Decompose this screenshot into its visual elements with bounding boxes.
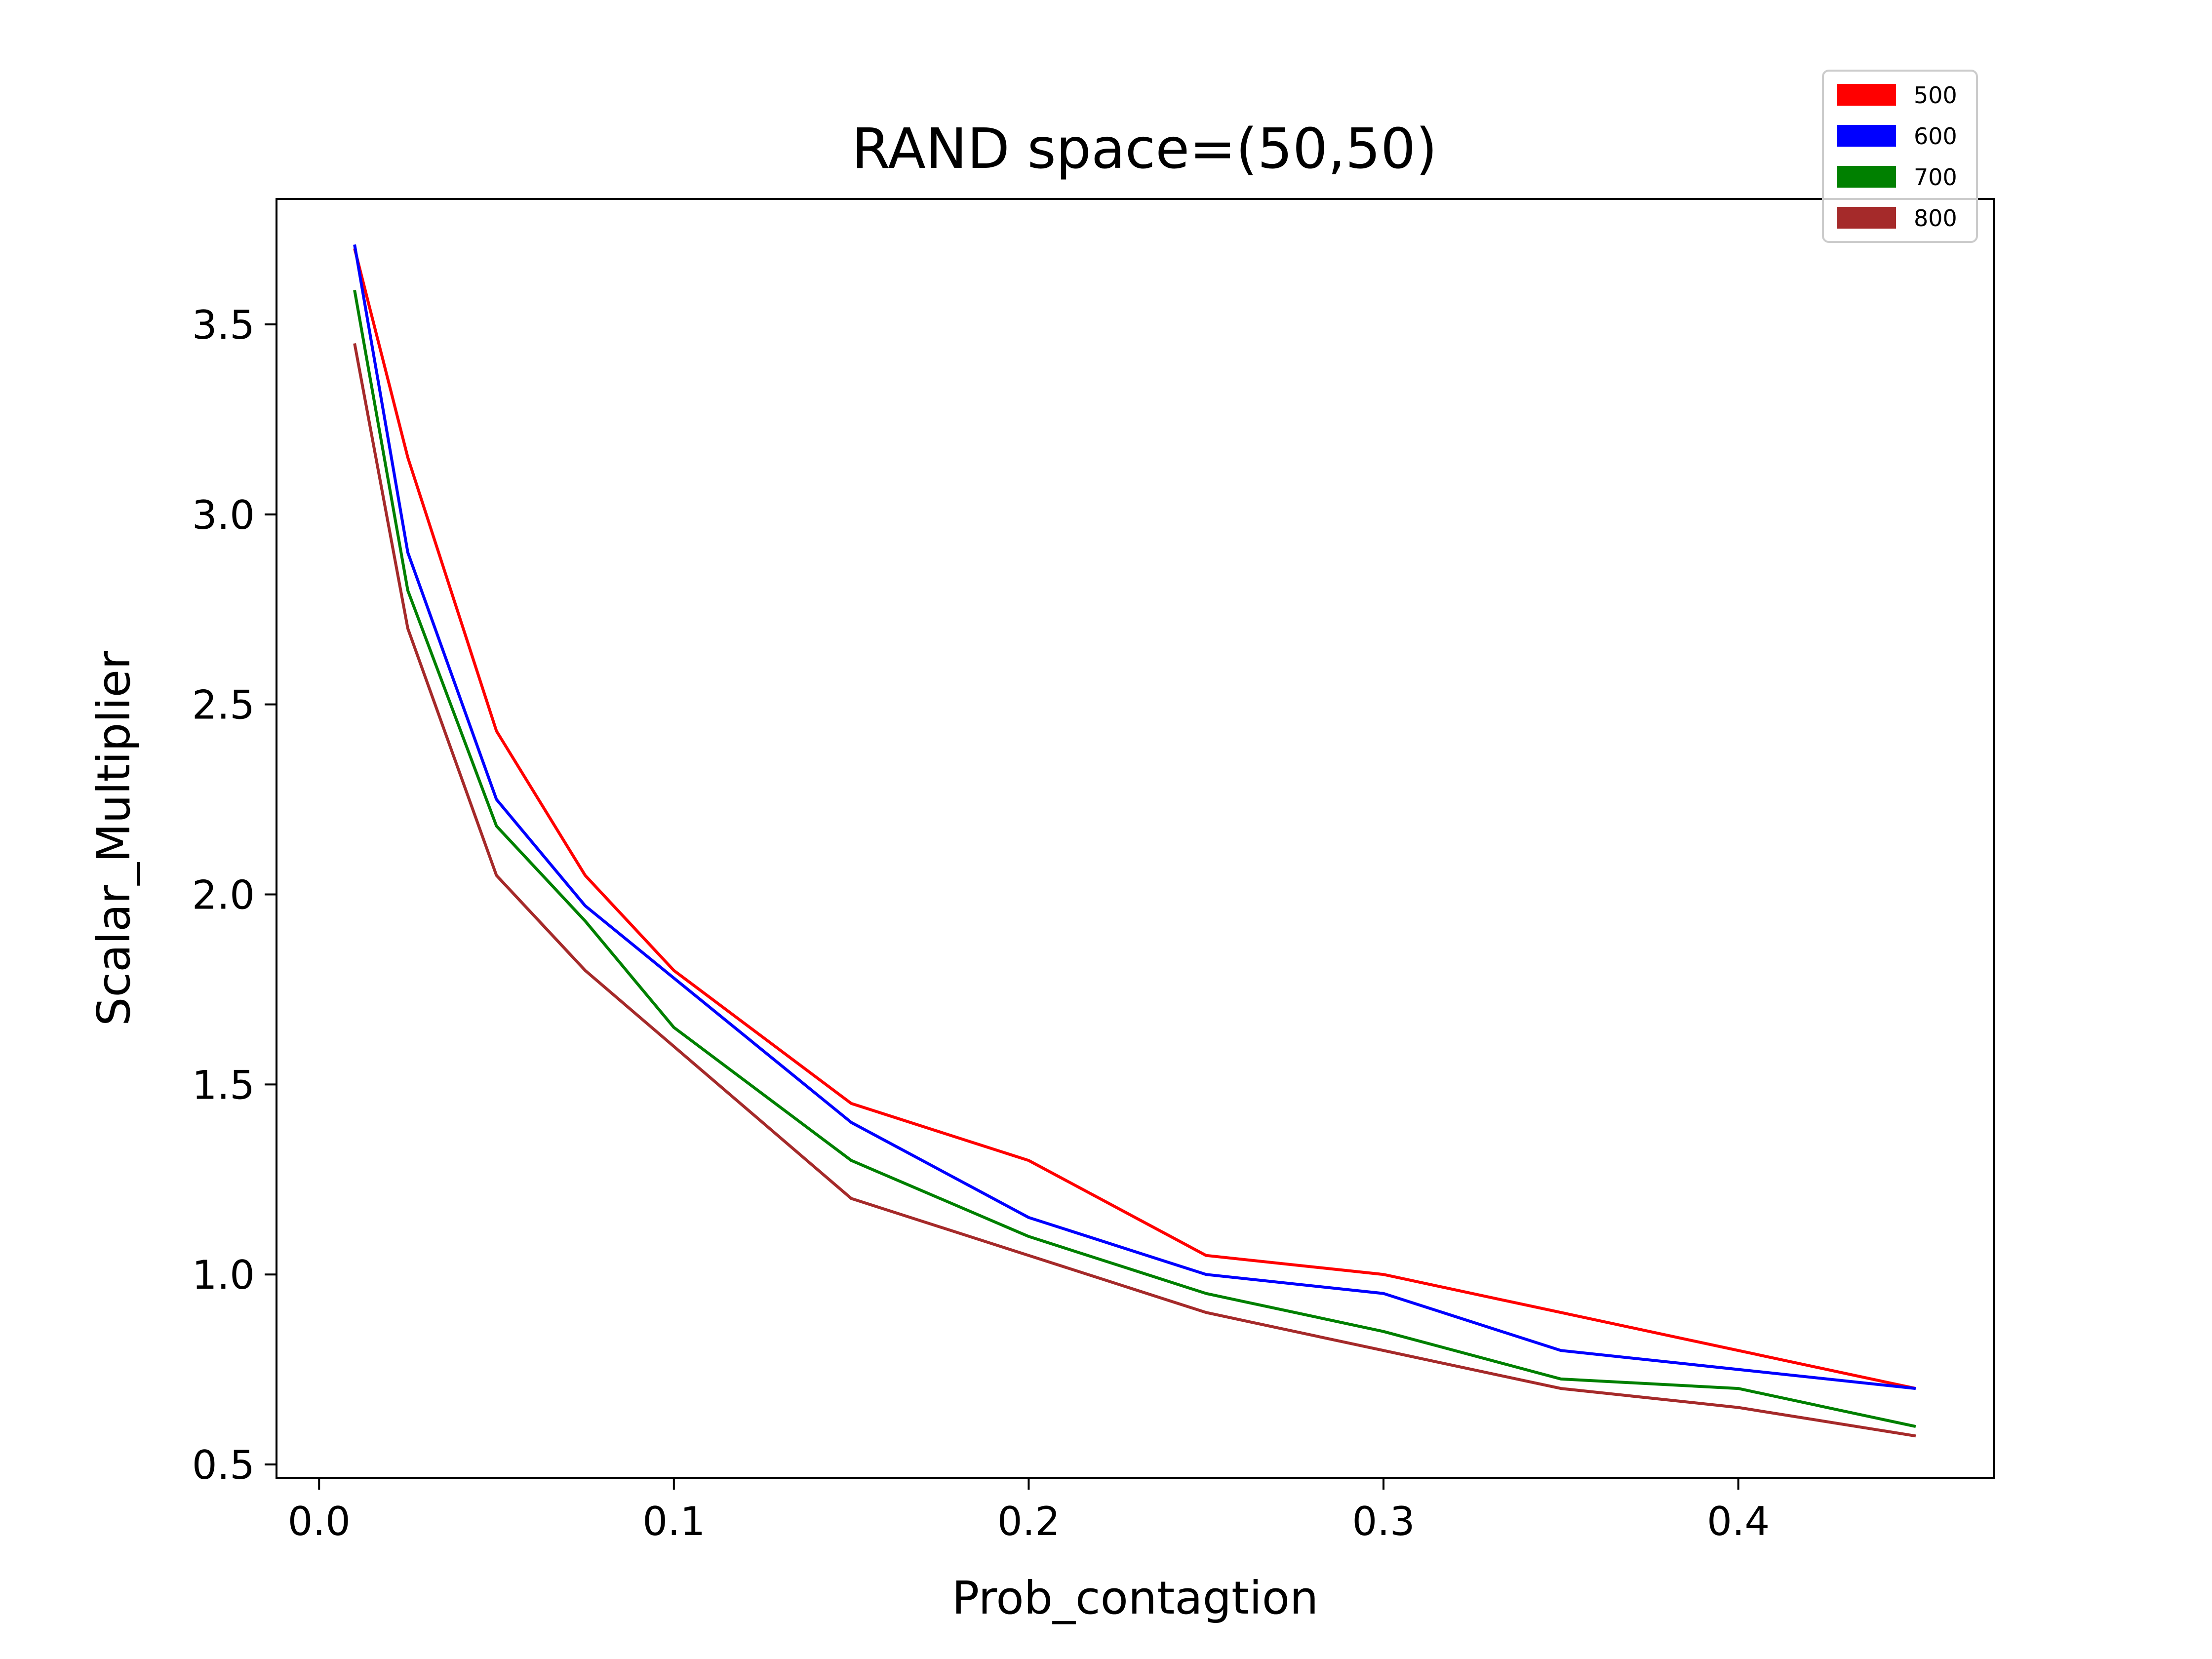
x-tick-label: 0.0	[288, 1499, 351, 1544]
legend-swatch-700	[1837, 166, 1896, 188]
y-tick-label: 1.0	[192, 1252, 255, 1298]
y-tick-label: 2.5	[192, 682, 255, 728]
legend-label-700: 700	[1914, 164, 1957, 191]
legend-label-500: 500	[1914, 82, 1957, 109]
legend-entries: 500 600 700 800	[1837, 82, 1957, 232]
legend-swatch-500	[1837, 84, 1896, 106]
legend-frame	[1822, 70, 1978, 243]
series-line-700	[353, 290, 1916, 1428]
legend: 500 600 700 800	[1822, 70, 1978, 243]
y-tick-label: 2.0	[192, 872, 255, 918]
legend-label-800: 800	[1914, 205, 1957, 232]
series-line-600	[353, 244, 1916, 1390]
legend-swatch-600	[1837, 125, 1896, 147]
series-line-800	[353, 343, 1916, 1438]
y-tick-label: 0.5	[192, 1442, 255, 1488]
x-axis-ticks: 0.0 0.1 0.2 0.3 0.4	[288, 1478, 1770, 1544]
series-layer	[353, 244, 1916, 1438]
x-axis-label: Prob_contagtion	[952, 1572, 1319, 1624]
x-tick-label: 0.1	[642, 1499, 705, 1544]
x-tick-label: 0.2	[997, 1499, 1060, 1544]
y-axis-label: Scalar_Multiplier	[87, 651, 140, 1026]
chart-title: RAND space=(50,50)	[852, 117, 1437, 181]
legend-label-600: 600	[1914, 123, 1957, 150]
y-tick-label: 1.5	[192, 1062, 255, 1108]
x-tick-label: 0.4	[1707, 1499, 1770, 1544]
x-tick-label: 0.3	[1352, 1499, 1415, 1544]
y-axis-ticks: 0.5 1.0 1.5 2.0 2.5 3.0 3.5	[192, 302, 276, 1488]
y-tick-label: 3.0	[192, 492, 255, 538]
legend-swatch-800	[1837, 207, 1896, 229]
plot-area-frame	[276, 198, 1995, 1479]
y-tick-label: 3.5	[192, 302, 255, 348]
series-line-500	[353, 248, 1916, 1390]
